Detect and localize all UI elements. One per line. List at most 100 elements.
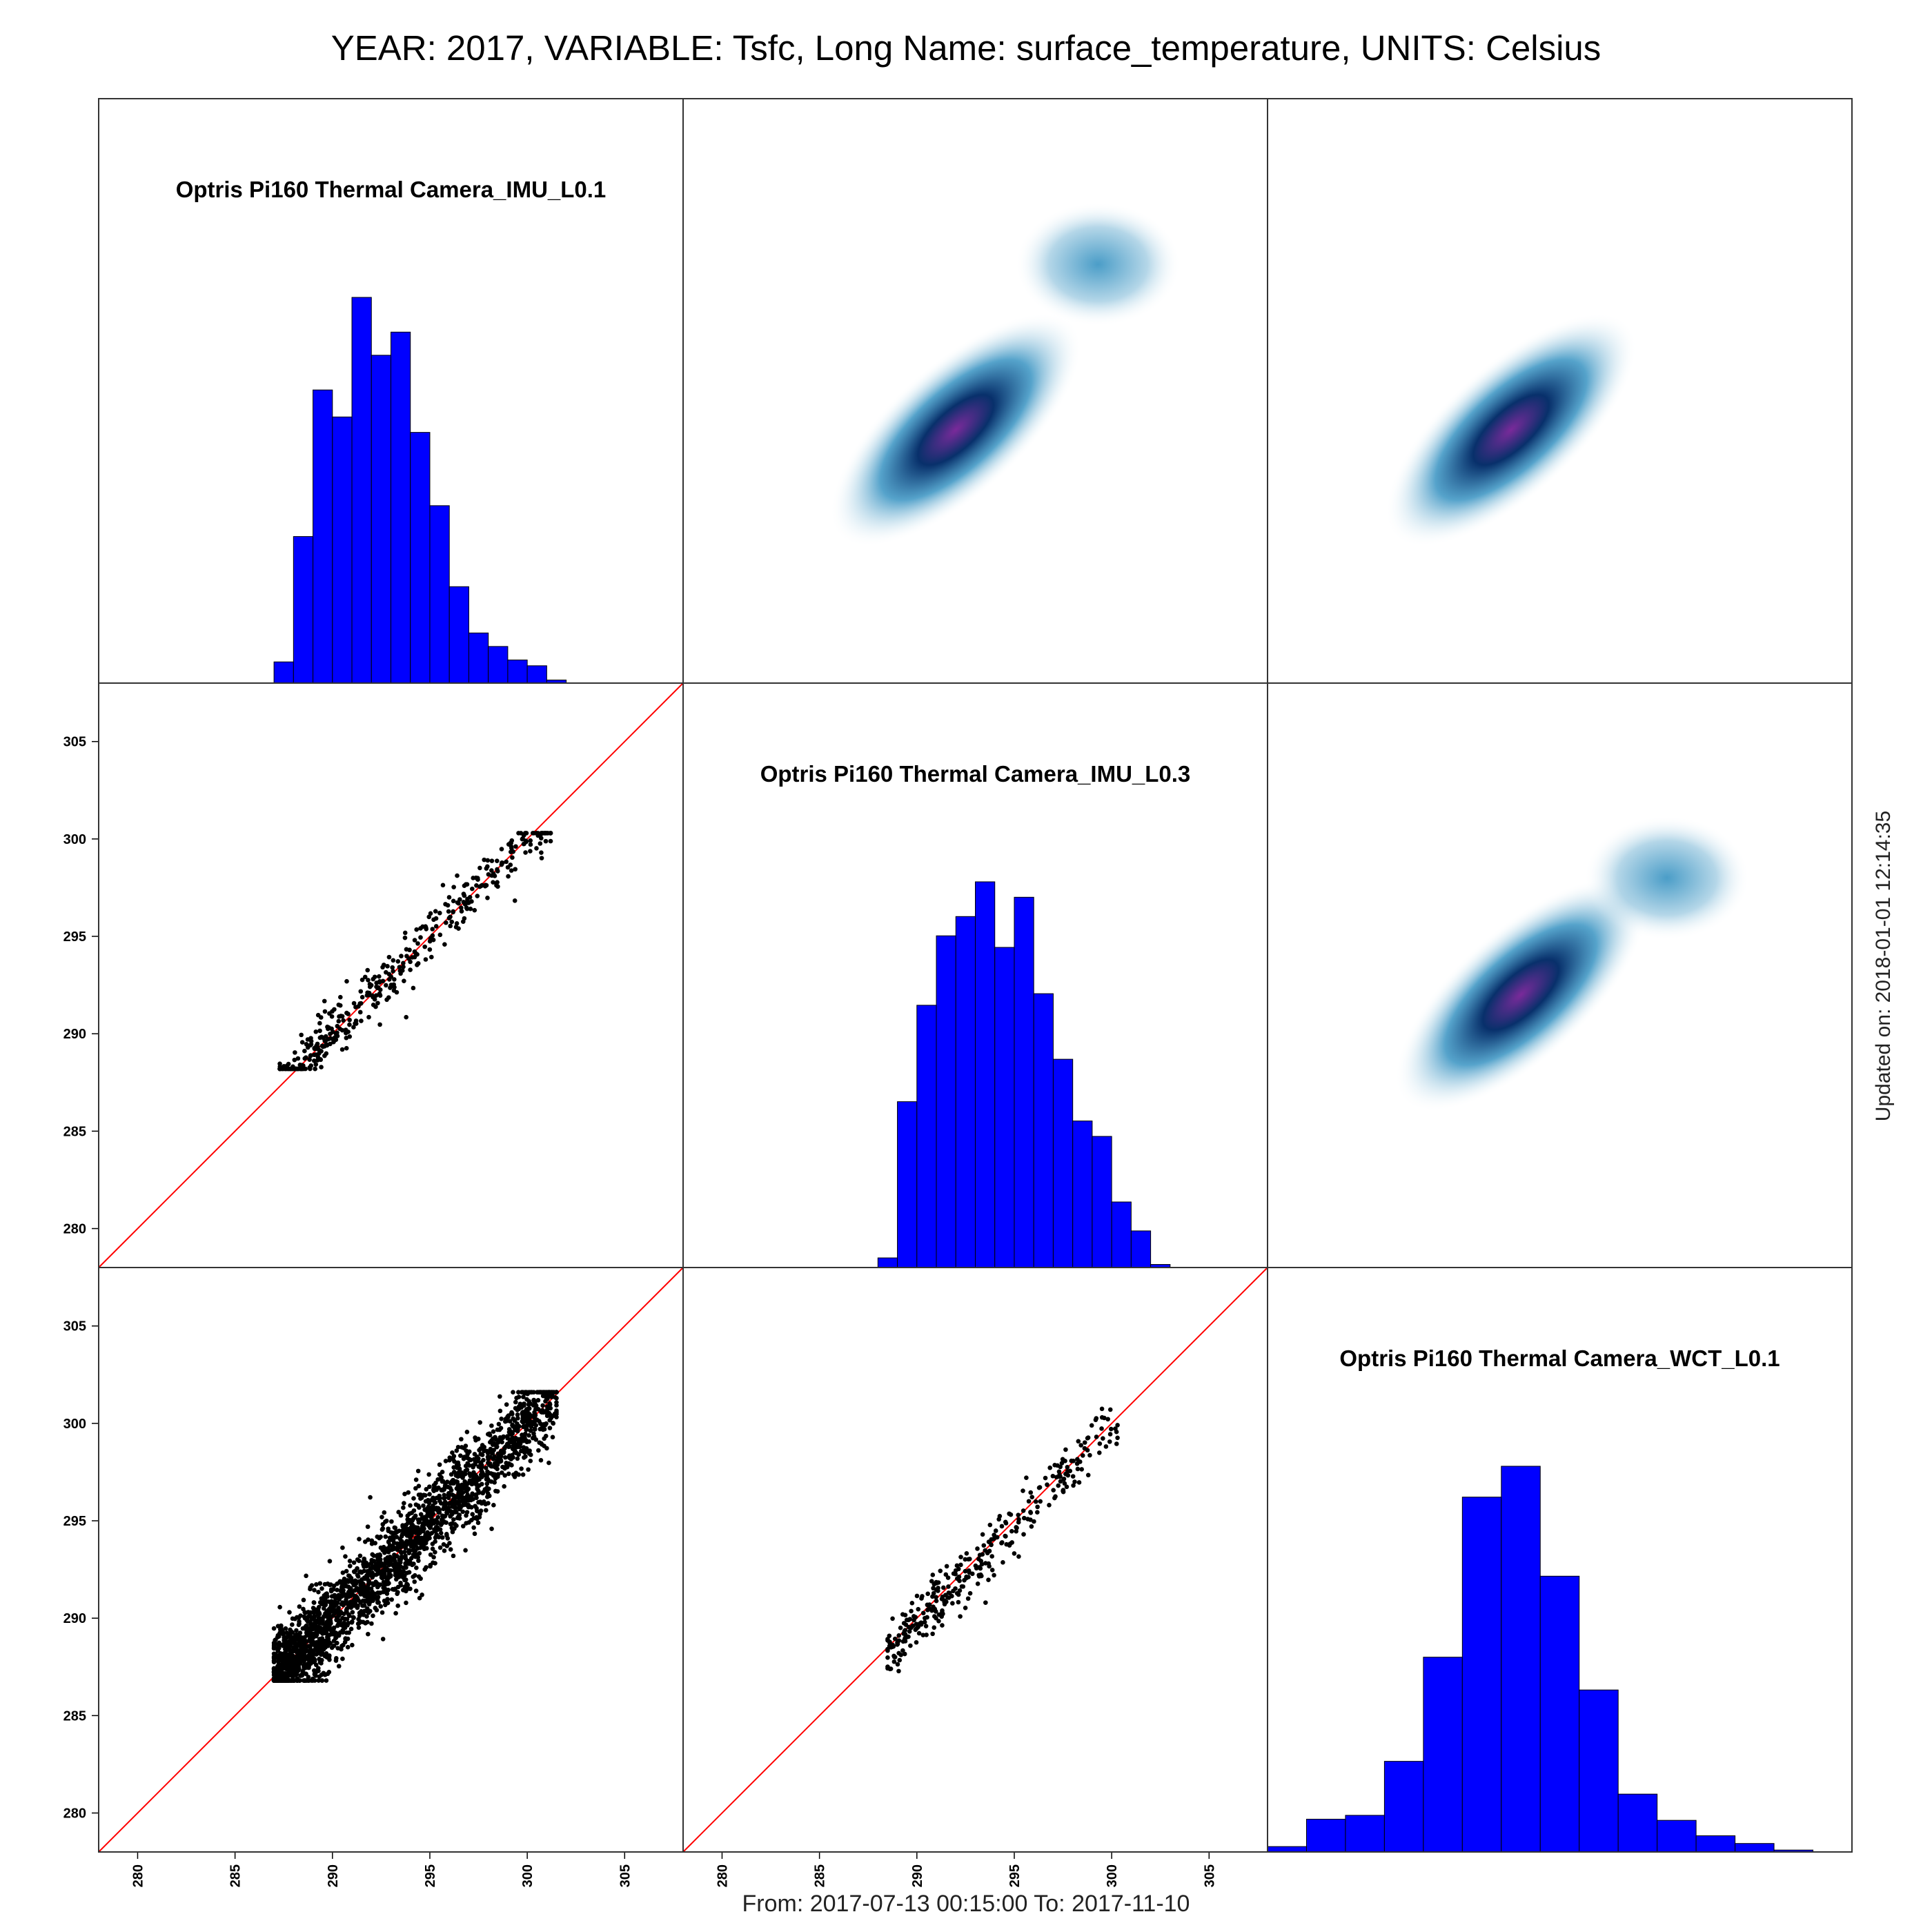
data-point <box>513 1406 518 1411</box>
data-point <box>377 987 383 992</box>
data-point <box>402 1491 407 1497</box>
chart-title: YEAR: 2017, VARIABLE: Tsfc, Long Name: s… <box>331 28 1601 68</box>
data-point <box>942 1601 947 1607</box>
data-point <box>366 1631 371 1637</box>
data-point <box>450 1527 455 1532</box>
data-point <box>931 1625 937 1630</box>
data-point <box>454 1523 459 1528</box>
data-point <box>885 1646 890 1652</box>
density-panels-layer <box>829 201 1750 1112</box>
y-tick-label: 285 <box>63 1124 86 1139</box>
data-point <box>343 1027 348 1032</box>
data-point <box>413 1530 418 1535</box>
data-point <box>482 1487 488 1492</box>
data-point <box>896 1633 902 1638</box>
data-point <box>485 896 490 900</box>
data-point <box>402 1573 407 1578</box>
data-point <box>295 1648 300 1653</box>
data-point <box>341 1602 346 1608</box>
data-point <box>907 1629 912 1634</box>
data-point <box>909 1608 914 1614</box>
data-point <box>394 1535 400 1539</box>
data-point <box>388 1568 393 1573</box>
data-point <box>349 1620 355 1625</box>
data-point <box>463 1548 468 1553</box>
data-point <box>393 1577 399 1582</box>
data-point <box>520 1420 526 1425</box>
data-point <box>351 1560 357 1565</box>
data-point <box>944 1564 949 1569</box>
data-point <box>983 1548 988 1553</box>
data-point <box>1099 1414 1105 1420</box>
data-point <box>317 1028 322 1034</box>
data-point <box>494 881 499 886</box>
data-point <box>322 1009 328 1014</box>
data-point <box>1014 1528 1018 1534</box>
histogram-bar <box>1033 993 1054 1268</box>
data-point <box>526 1467 531 1472</box>
data-point <box>455 1444 461 1450</box>
data-point <box>495 867 500 872</box>
data-point <box>287 1610 292 1615</box>
data-point <box>456 1462 461 1468</box>
data-point <box>439 1517 444 1522</box>
data-point <box>273 1655 279 1660</box>
histogram-bar <box>1072 1121 1093 1268</box>
data-point <box>491 1503 496 1508</box>
data-point <box>1093 1417 1098 1423</box>
data-point <box>370 1593 375 1598</box>
data-point <box>466 900 471 905</box>
data-point <box>528 842 533 847</box>
data-point <box>979 1561 985 1567</box>
y-tick-label: 305 <box>63 1319 86 1334</box>
data-point <box>943 1593 948 1597</box>
data-point <box>472 907 477 913</box>
histogram-bar <box>391 331 411 684</box>
data-point <box>529 1390 534 1394</box>
data-point <box>967 1557 972 1561</box>
data-point <box>404 1014 408 1020</box>
data-point <box>1021 1488 1025 1493</box>
data-point <box>348 1626 354 1632</box>
data-point <box>554 1390 559 1394</box>
data-point <box>538 1390 544 1394</box>
data-point <box>499 847 504 851</box>
data-point <box>301 1597 306 1603</box>
histogram-bar <box>1345 1815 1385 1853</box>
data-point <box>332 1007 337 1012</box>
data-point <box>429 1530 435 1536</box>
histogram-bar <box>410 432 431 684</box>
data-point <box>511 849 516 854</box>
data-point <box>513 1399 518 1405</box>
data-point <box>338 1014 344 1018</box>
data-point <box>544 1421 549 1426</box>
data-point <box>416 1483 422 1488</box>
data-point <box>429 954 434 960</box>
data-point <box>930 1631 935 1637</box>
histogram-bar <box>1383 1761 1424 1853</box>
data-point <box>293 1661 298 1666</box>
data-point <box>337 1597 342 1602</box>
data-point <box>398 1512 404 1518</box>
data-point <box>406 1570 412 1575</box>
data-point <box>512 1424 517 1430</box>
data-point <box>368 983 374 988</box>
data-point <box>322 1672 328 1677</box>
data-point <box>909 1601 915 1606</box>
data-point <box>515 1456 520 1461</box>
data-point <box>404 947 409 952</box>
data-point <box>1115 1423 1120 1428</box>
data-point <box>312 1052 317 1058</box>
data-point <box>1107 1439 1112 1444</box>
data-point <box>967 1570 972 1575</box>
data-point <box>410 955 415 960</box>
data-point <box>447 1457 452 1463</box>
data-point <box>355 1604 360 1608</box>
data-point <box>543 831 549 836</box>
data-point <box>1094 1435 1099 1439</box>
data-point <box>1059 1461 1065 1466</box>
data-point <box>319 1586 324 1591</box>
data-point <box>435 1515 441 1520</box>
data-point <box>317 1620 323 1626</box>
histogram-bar <box>1735 1843 1775 1853</box>
